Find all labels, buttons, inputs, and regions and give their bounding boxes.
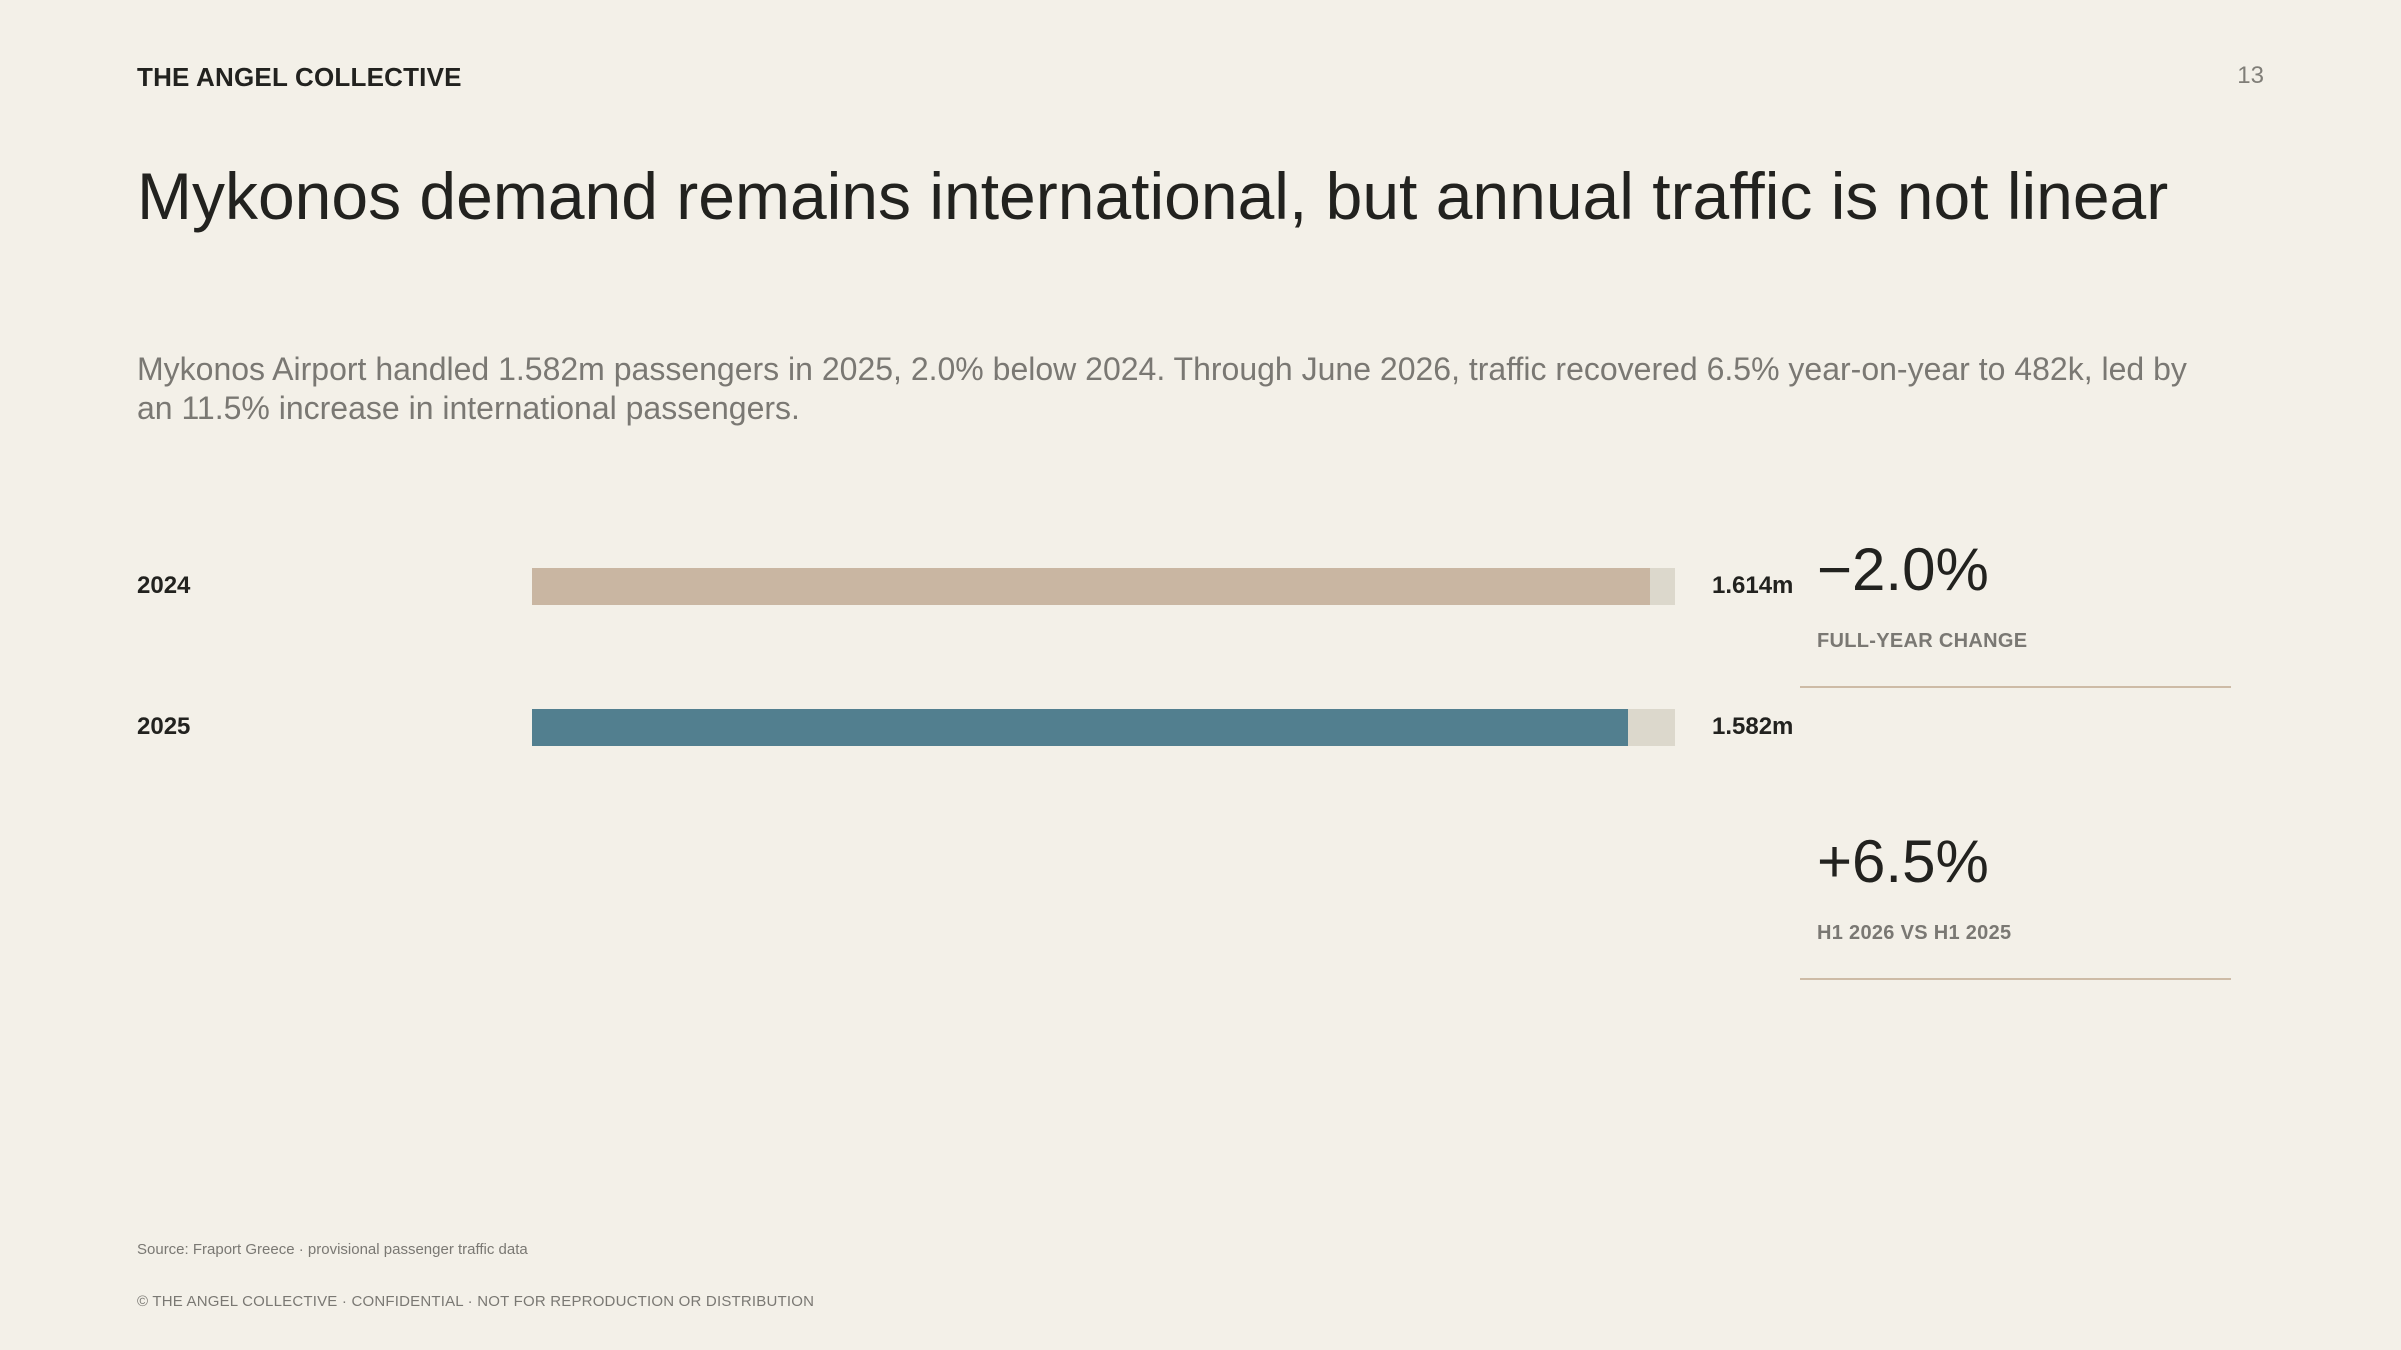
stat-caption: H1 2026 VS H1 2025	[1817, 922, 2012, 944]
bar-2024	[532, 568, 1651, 605]
brand-name: THE ANGEL COLLECTIVE	[137, 62, 462, 92]
page-subtitle: Mykonos Airport handled 1.582m passenger…	[137, 351, 2187, 426]
stat-value: +6.5%	[1817, 828, 1989, 895]
bar-category-label: 2024	[137, 572, 191, 599]
bar-2025	[532, 709, 1628, 746]
stat-caption: FULL-YEAR CHANGE	[1817, 630, 2028, 652]
bar-value-label: 1.614m	[1712, 572, 1794, 599]
footer-copyright: © THE ANGEL COLLECTIVE · CONFIDENTIAL · …	[137, 1293, 815, 1310]
bar-value-label: 1.582m	[1712, 713, 1794, 740]
page-number: 13	[2237, 62, 2264, 89]
source-note: Source: Fraport Greece · provisional pas…	[137, 1241, 528, 1258]
page-title: Mykonos demand remains international, bu…	[137, 159, 2169, 233]
stat-value: −2.0%	[1817, 536, 1989, 603]
bar-track	[532, 709, 1675, 746]
bar-row-2024: 2024 1.614m	[137, 566, 1797, 606]
bar-category-label: 2025	[137, 713, 191, 740]
stat-full-year-change: −2.0% FULL-YEAR CHANGE	[1800, 540, 2231, 688]
stat-h1-change: +6.5% H1 2026 VS H1 2025	[1800, 832, 2231, 980]
bar-row-2025: 2025 1.582m	[137, 707, 1797, 747]
bar-track	[532, 568, 1675, 605]
